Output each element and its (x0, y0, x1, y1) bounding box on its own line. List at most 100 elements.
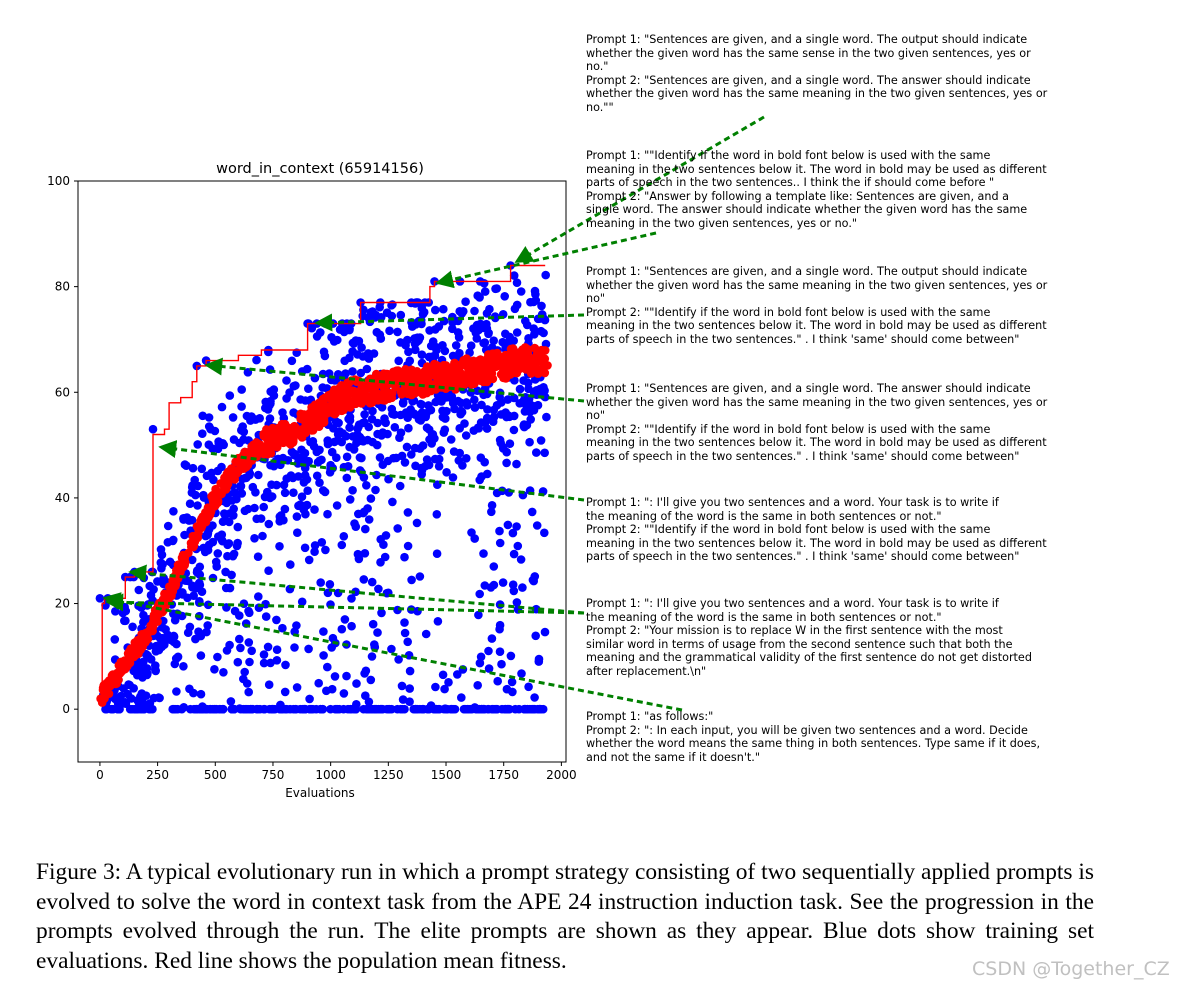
training-dot (179, 703, 189, 712)
training-dot (402, 442, 412, 452)
training-dot (179, 514, 188, 523)
training-dot (424, 401, 433, 410)
training-dot (300, 471, 310, 480)
training-dot (532, 448, 541, 457)
training-dot (448, 704, 458, 714)
mean-fitness-marker (263, 449, 272, 459)
training-dot (196, 689, 206, 699)
mean-fitness-marker (533, 351, 543, 361)
mean-fitness-marker (289, 436, 298, 446)
training-dot (252, 355, 261, 365)
training-dot (349, 339, 359, 348)
training-dot (130, 704, 139, 714)
x-tick-label: 750 (262, 768, 285, 782)
training-dot (503, 395, 513, 404)
training-dot (475, 293, 484, 302)
training-dot (434, 454, 444, 464)
training-dot (489, 704, 499, 714)
training-dot (342, 671, 351, 681)
training-dot (461, 297, 470, 307)
training-dot (325, 580, 335, 589)
training-dot (305, 694, 314, 704)
training-dot (172, 687, 181, 696)
annotation-line: meaning in the two given sentences, yes … (586, 216, 858, 230)
training-dot (523, 704, 532, 714)
training-dot (531, 631, 540, 641)
training-dot (400, 618, 409, 627)
training-dot (431, 682, 440, 692)
training-dot (253, 470, 263, 480)
training-dot (244, 638, 254, 647)
training-dot (349, 445, 359, 454)
training-dot (471, 328, 481, 338)
training-dot (195, 562, 205, 572)
training-dot (263, 487, 272, 497)
training-dot (226, 697, 236, 706)
mean-fitness-marker (296, 414, 305, 424)
annotation-line: Prompt 1: "Sentences are given, and a si… (586, 382, 1031, 395)
training-dot (458, 461, 467, 470)
training-dot (431, 397, 441, 407)
training-dot (372, 327, 382, 337)
training-dot (405, 684, 415, 693)
training-dot (381, 531, 391, 540)
training-dot (330, 437, 339, 447)
training-dot (169, 637, 178, 647)
training-dot (453, 670, 462, 679)
training-dot (438, 406, 447, 416)
training-dot (188, 583, 197, 592)
training-dot (206, 424, 215, 434)
annotation-line: meaning in the two sentences below it. T… (586, 536, 1047, 550)
mean-fitness-marker (375, 391, 385, 401)
annotation-line: Prompt 2: ""Identify if the word in bold… (586, 305, 991, 319)
training-dot (168, 536, 178, 546)
training-dot (292, 512, 302, 521)
training-dot (203, 621, 212, 630)
training-dot (475, 589, 485, 599)
training-dot (244, 687, 253, 697)
training-dot (331, 704, 340, 714)
training-dot (187, 555, 197, 565)
mean-fitness-marker (540, 346, 550, 355)
annotation-line: single word. The answer should indicate … (586, 203, 1028, 217)
training-dot (489, 580, 499, 590)
training-dot (460, 419, 469, 428)
training-dot (449, 447, 459, 456)
training-dot (225, 583, 235, 593)
training-dot (327, 684, 337, 694)
training-dot (191, 490, 200, 500)
training-dot (527, 507, 537, 517)
training-dot (157, 564, 166, 573)
training-dot (536, 704, 545, 714)
training-dot (244, 606, 253, 616)
training-dot (390, 410, 399, 419)
training-dot (286, 560, 295, 569)
training-dot (337, 540, 347, 550)
training-dot (405, 697, 414, 706)
training-dot (261, 612, 271, 621)
training-dot (403, 541, 413, 551)
training-dot (307, 704, 316, 714)
training-dot (396, 310, 406, 320)
training-dot (503, 520, 513, 530)
training-dot (530, 286, 540, 296)
training-dot (240, 506, 250, 516)
training-dot (348, 486, 357, 495)
training-dot (281, 660, 290, 670)
training-dot (287, 356, 297, 366)
training-dot (512, 459, 521, 469)
training-dot (317, 538, 327, 547)
mean-fitness-marker (450, 377, 460, 386)
annotation-line: Prompt 1: ": I'll give you two sentences… (586, 597, 999, 610)
mean-fitness-marker (493, 350, 503, 359)
annotation-line: no" (586, 292, 606, 306)
training-dot (361, 666, 371, 676)
training-dot (434, 462, 444, 471)
chart-axes: 0 250 500 750 1000 1250 1500 1750 2000 0 20 40 60 80 1… (47, 174, 577, 782)
mean-fitness-marker (449, 361, 459, 371)
annotation-arrows (102, 115, 765, 712)
training-dot (168, 704, 177, 714)
training-dot (151, 661, 160, 670)
training-dot (228, 551, 238, 561)
training-dot (357, 343, 366, 352)
